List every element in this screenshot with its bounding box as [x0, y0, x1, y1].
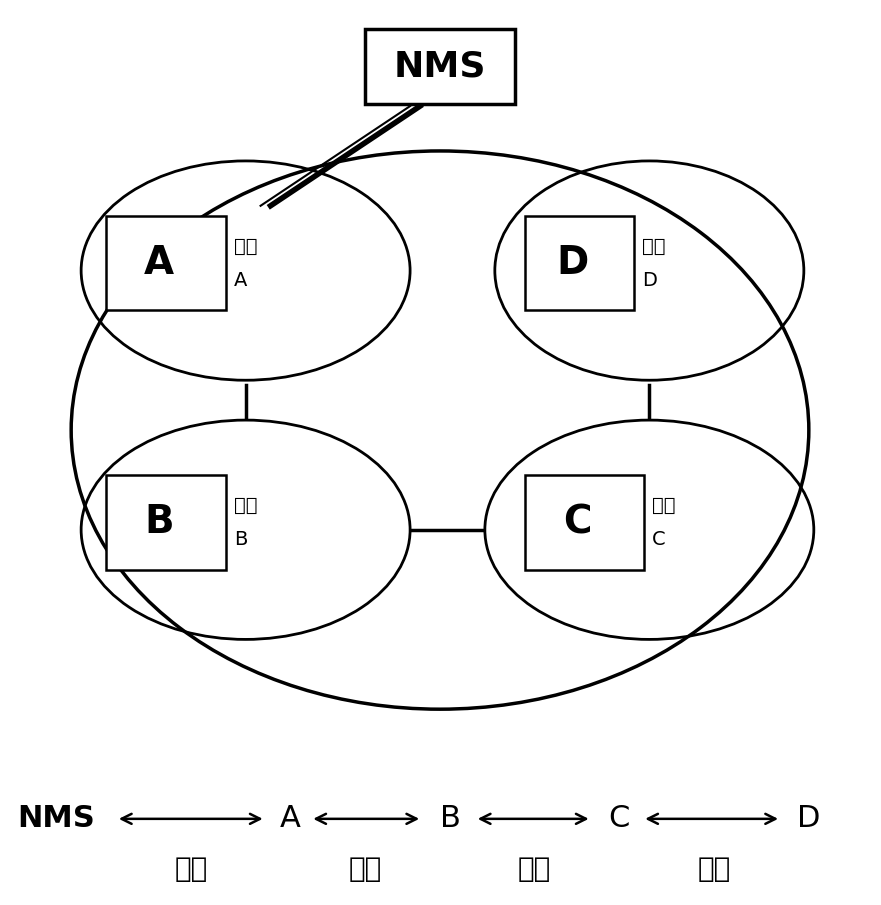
- Text: C: C: [652, 529, 666, 548]
- Text: 中继: 中继: [698, 854, 730, 882]
- Bar: [106, 215, 226, 310]
- Text: D: D: [557, 244, 589, 282]
- Bar: [366, 29, 515, 103]
- Text: A: A: [233, 271, 247, 290]
- Text: A: A: [144, 244, 174, 282]
- Text: B: B: [233, 529, 247, 548]
- Text: 网络: 网络: [233, 496, 257, 515]
- Text: 中继: 中继: [174, 854, 207, 882]
- Text: C: C: [609, 805, 630, 834]
- Text: B: B: [440, 805, 461, 834]
- Text: 中继: 中继: [518, 854, 552, 882]
- Text: C: C: [563, 503, 592, 541]
- Text: B: B: [144, 503, 174, 541]
- Text: NMS: NMS: [18, 805, 95, 834]
- Text: 网络: 网络: [233, 236, 257, 255]
- Text: 中继: 中继: [349, 854, 381, 882]
- Text: 网络: 网络: [642, 236, 666, 255]
- Text: 网络: 网络: [652, 496, 676, 515]
- Text: NMS: NMS: [394, 49, 486, 83]
- Bar: [525, 215, 634, 310]
- Bar: [525, 475, 644, 569]
- Text: D: D: [642, 271, 657, 290]
- Bar: [106, 475, 226, 569]
- Text: A: A: [280, 805, 301, 834]
- Text: D: D: [797, 805, 820, 834]
